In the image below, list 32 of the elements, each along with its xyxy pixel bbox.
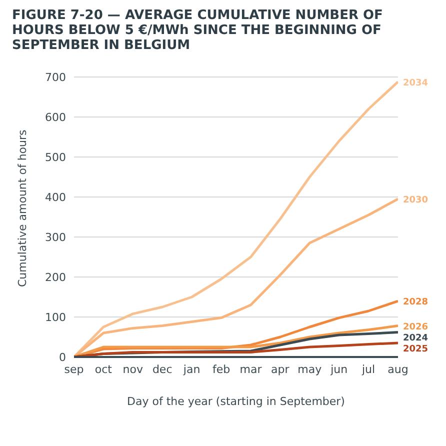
x-tick-label: jul <box>361 362 376 376</box>
x-tick-label: mar <box>240 362 262 376</box>
y-tick-label: 100 <box>45 310 66 324</box>
line-series <box>74 324 398 357</box>
series-label: 2024 <box>403 333 428 344</box>
y-tick-label: 200 <box>45 270 66 284</box>
y-tick-label: 0 <box>59 350 66 364</box>
series-label: 2026 <box>403 322 428 332</box>
series-label: 2030 <box>403 196 428 206</box>
x-axis-title: Day of the year (starting in September) <box>127 395 345 408</box>
y-tick-label: 300 <box>45 230 66 244</box>
x-tick-label: nov <box>122 362 144 376</box>
y-tick-label: 500 <box>45 150 66 164</box>
chart-title: FIGURE 7-20 — AVERAGE CUMULATIVE NUMBER OF HOURS BELOW 5 €/MWh SINCE THE BEGINNING OF SEPTEMBER IN BELGIUM <box>12 8 384 53</box>
line-series <box>74 198 398 357</box>
x-tick-label: aug <box>388 362 408 376</box>
series-label: 2028 <box>403 298 428 308</box>
x-tick-label: oct <box>94 362 113 376</box>
line-series <box>74 80 398 357</box>
x-tick-label: feb <box>212 362 230 376</box>
y-tick-label: 400 <box>45 190 66 204</box>
series-label: 2034 <box>403 78 428 88</box>
y-tick-label: 700 <box>45 70 66 84</box>
x-tick-label: jan <box>182 362 200 376</box>
x-tick-label: may <box>298 362 322 376</box>
x-tick-label: dec <box>152 362 172 376</box>
y-axis-title: Cumulative amount of hours <box>16 129 29 287</box>
series-label: 2025 <box>403 344 428 354</box>
y-tick-label: 600 <box>45 110 66 124</box>
x-tick-label: jun <box>330 362 348 376</box>
x-tick-label: sep <box>64 362 84 376</box>
x-tick-label: apr <box>271 362 290 376</box>
